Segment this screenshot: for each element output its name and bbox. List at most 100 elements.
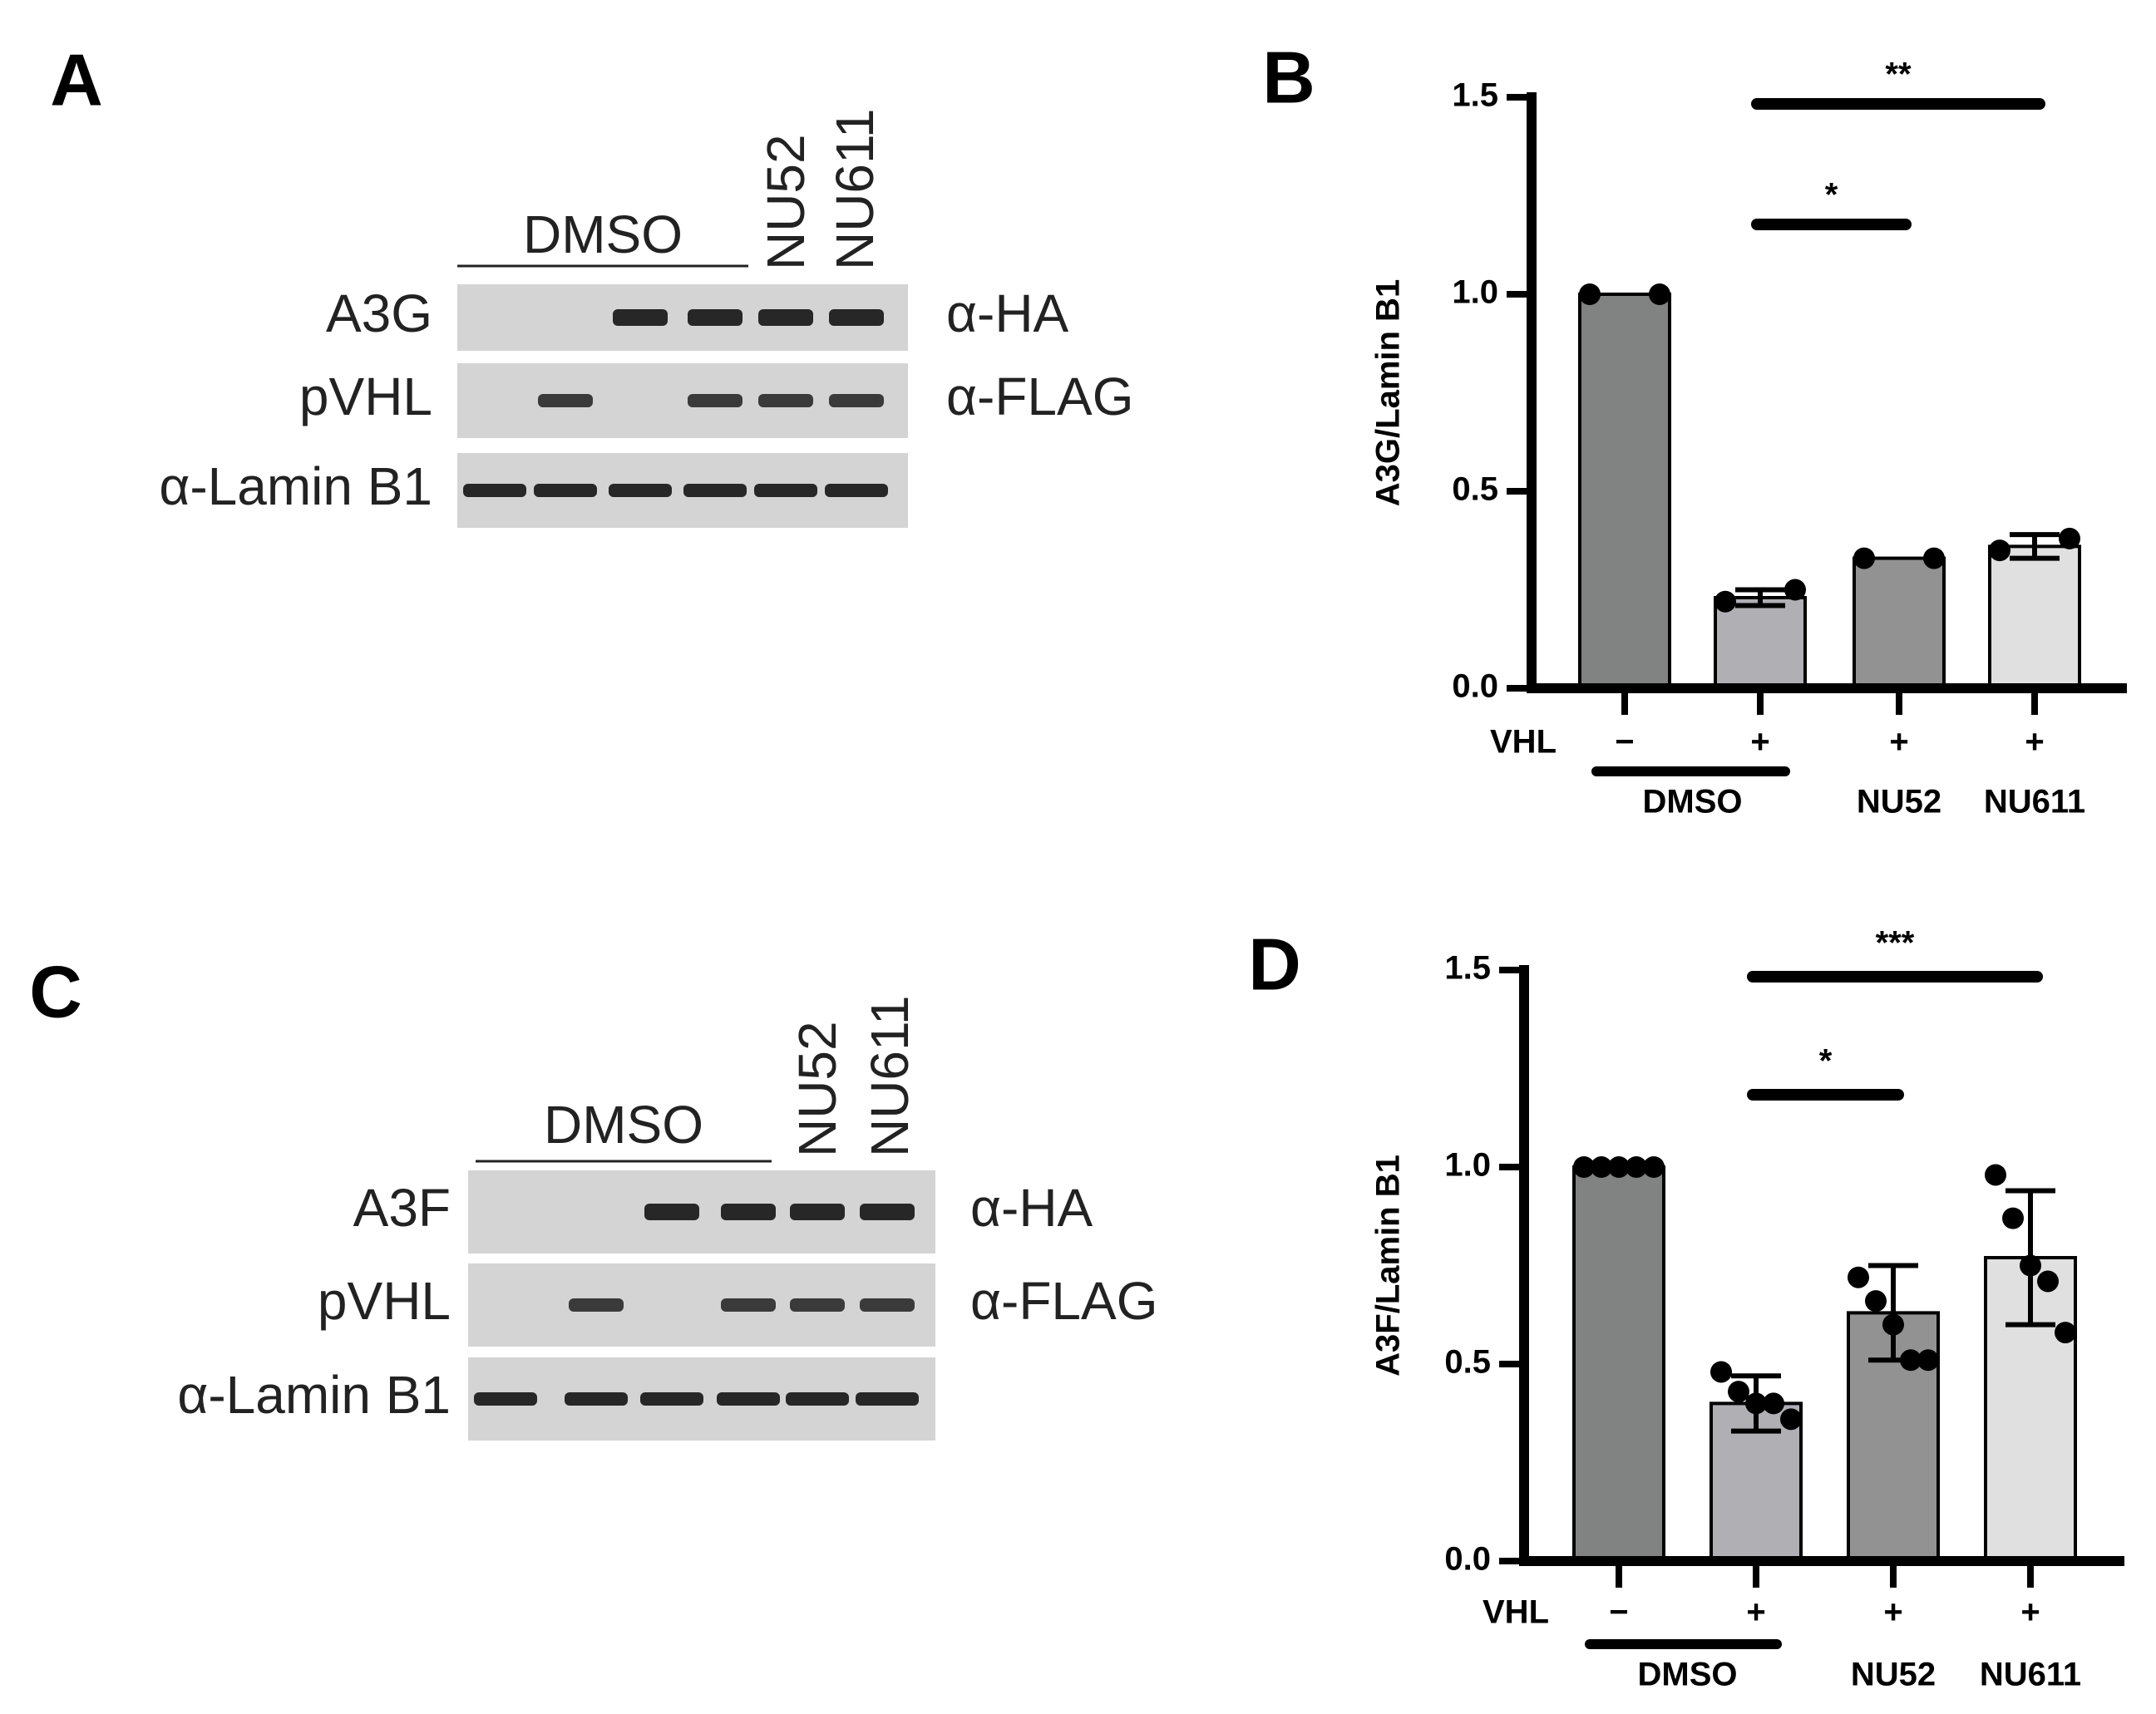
antibody-label: α-FLAG: [946, 367, 1133, 426]
blot-band: [786, 1392, 849, 1406]
x-tick-label: −: [1615, 724, 1634, 761]
data-point: [1608, 1156, 1630, 1178]
x-tick-label: +: [2020, 1594, 2040, 1631]
bar: [1853, 556, 1946, 691]
data-point: [1763, 1392, 1784, 1415]
blot-band: [721, 1204, 776, 1220]
x-tick-label: +: [1889, 724, 1908, 761]
panel-letter: A: [50, 38, 103, 121]
panel-letter: D: [1248, 923, 1301, 1005]
blot-band: [758, 309, 813, 326]
blot-band: [825, 484, 888, 497]
blot-band: [538, 394, 593, 407]
blot-band: [688, 394, 743, 407]
data-point: [2020, 1254, 2041, 1277]
data-point: [1848, 1266, 1869, 1288]
x-tick-label: +: [1750, 724, 1769, 761]
blot-band: [644, 1204, 699, 1220]
data-point: [2002, 1207, 2024, 1229]
x-axis-label: VHL: [1490, 724, 1557, 761]
x-tick-label: +: [1883, 1594, 1902, 1631]
blot-band: [721, 1298, 776, 1312]
blot-band: [613, 309, 668, 326]
bar: [1578, 293, 1671, 690]
data-point: [1784, 579, 1806, 601]
protein-label: α-Lamin B1: [159, 456, 432, 516]
treatment-label: DMSO: [544, 1095, 703, 1155]
blot-band: [829, 309, 884, 326]
data-point: [1882, 1313, 1904, 1336]
y-tick-label: 1.5: [1452, 77, 1498, 114]
y-tick-label: 0.5: [1444, 1344, 1491, 1381]
y-axis-label: A3F/Lamin B1: [1370, 1155, 1407, 1377]
blot-band: [683, 484, 747, 497]
blot-band: [717, 1392, 780, 1406]
y-tick-label: 0.5: [1452, 471, 1498, 508]
antibody-label: α-HA: [946, 283, 1069, 343]
group-label: NU611: [1980, 1657, 2081, 1693]
x-axis-label: VHL: [1483, 1594, 1549, 1631]
group-label: DMSO: [1643, 784, 1743, 820]
drug-label: NU52: [787, 1021, 847, 1157]
data-point: [1745, 1392, 1767, 1415]
antibody-label: α-FLAG: [970, 1271, 1157, 1331]
blot-strip: [468, 1170, 935, 1253]
panel-letter: B: [1262, 36, 1315, 118]
data-point: [1643, 1156, 1665, 1178]
data-point: [2059, 527, 2080, 549]
blot-band: [754, 484, 817, 497]
protein-label: A3F: [353, 1178, 451, 1238]
data-point: [1923, 547, 1945, 569]
bar: [1572, 1165, 1665, 1563]
data-point: [2055, 1322, 2076, 1344]
blot-band: [860, 1204, 915, 1220]
group-label: NU611: [1984, 784, 2085, 820]
x-tick-label: −: [1609, 1594, 1628, 1631]
blot-band: [463, 484, 526, 497]
blot-band: [860, 1298, 915, 1312]
data-point: [1853, 547, 1875, 569]
blot-band: [790, 1204, 845, 1220]
blot-band: [569, 1298, 624, 1312]
drug-label: NU611: [860, 996, 920, 1157]
blot-band: [474, 1392, 537, 1406]
blot-band: [565, 1392, 628, 1406]
data-point: [1865, 1290, 1887, 1313]
y-tick-label: 0.0: [1452, 668, 1498, 705]
group-label: DMSO: [1638, 1657, 1738, 1693]
significance-label: *: [1819, 1043, 1833, 1080]
data-point: [1573, 1156, 1595, 1178]
antibody-label: α-HA: [970, 1178, 1093, 1238]
drug-label: NU52: [756, 134, 816, 270]
data-point: [1649, 283, 1670, 305]
blot-band: [790, 1298, 845, 1312]
x-tick-label: +: [1746, 1594, 1765, 1631]
y-tick-label: 0.0: [1444, 1541, 1491, 1578]
blot-band: [640, 1392, 703, 1406]
blot-band: [688, 309, 743, 326]
y-tick-label: 1.5: [1444, 950, 1491, 987]
data-point: [1900, 1349, 1922, 1372]
data-point: [2037, 1270, 2059, 1293]
treatment-label: DMSO: [523, 204, 683, 264]
y-tick-label: 1.0: [1452, 274, 1498, 311]
data-point: [1989, 539, 2010, 562]
bar: [1988, 544, 2081, 690]
blot-band: [758, 394, 813, 407]
data-point: [1780, 1408, 1802, 1431]
y-tick-label: 1.0: [1444, 1147, 1491, 1184]
panel-letter: C: [29, 950, 82, 1032]
blot-band: [609, 484, 672, 497]
blot-band: [856, 1392, 919, 1406]
data-point: [1985, 1164, 2006, 1186]
data-point: [1591, 1156, 1612, 1178]
drug-label: NU611: [825, 109, 885, 270]
y-axis-label: A3G/Lamin B1: [1370, 279, 1407, 506]
significance-label: **: [1885, 57, 1912, 93]
x-tick-label: +: [2025, 724, 2044, 761]
protein-label: pVHL: [318, 1271, 451, 1331]
group-label: NU52: [1857, 784, 1941, 820]
group-label: NU52: [1851, 1657, 1936, 1693]
